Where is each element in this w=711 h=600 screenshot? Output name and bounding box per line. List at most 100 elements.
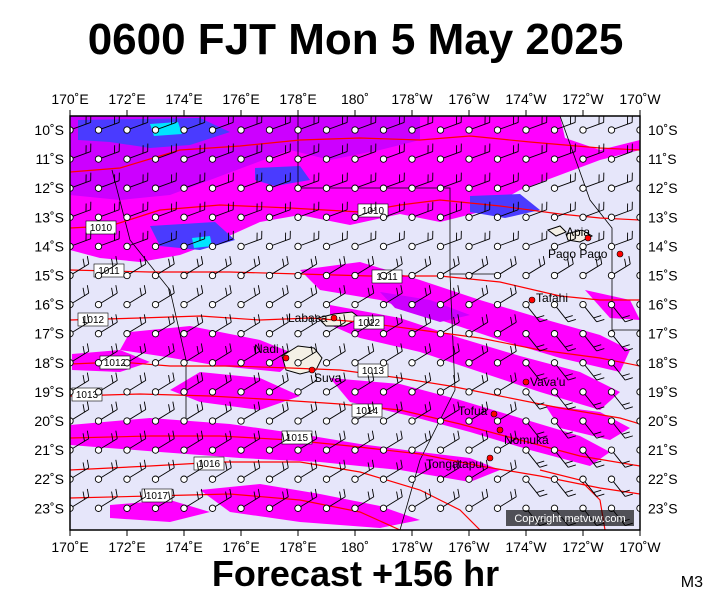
wind-barb [237,314,261,338]
wind-barb [265,459,289,483]
svg-text:1015: 1015 [286,433,309,444]
lon-label-top: 170˚E [51,91,88,107]
wind-barb [408,230,434,251]
wind-barb [180,459,204,483]
wind-barb [151,343,175,367]
towns: Apia Pago Pago Tafahi Labasa Nadi Suva V… [254,225,624,471]
lon-label-bottom: 176˚E [222,539,259,555]
wind-barb [465,172,491,192]
wind-barb [550,230,576,251]
wind-barb [379,285,403,309]
wind-barb [436,116,462,134]
wind-barb [237,401,261,425]
wind-barb [379,314,403,338]
wind-barb [493,488,517,512]
lat-label-right: 21˚S [648,442,678,458]
wind-barb [123,285,147,309]
lat-label-right: 19˚S [648,384,678,400]
wind-barb [123,401,147,425]
wind-barb [493,314,517,338]
wind-barb [180,372,204,396]
lat-label-left: 21˚S [34,442,64,458]
lat-label-right: 13˚S [648,209,678,225]
wind-barb [465,143,491,163]
wind-barb [493,230,519,251]
wind-barb [180,256,204,280]
lat-label-right: 18˚S [648,355,678,371]
wind-barb [94,285,118,309]
lon-label-top: 178˚W [391,91,433,107]
wind-barb [180,143,206,163]
wind-barb [408,488,432,512]
wind-barb [94,372,118,396]
wind-barb [379,401,403,425]
lat-label-left: 15˚S [34,268,64,284]
wind-barb [579,230,605,251]
wind-barb [550,359,576,381]
wind-barb [265,430,289,454]
wind-barb [607,256,631,280]
svg-text:1014: 1014 [356,406,379,417]
wind-barb [579,143,605,163]
wind-barb [351,314,375,338]
wind-barb [180,172,206,192]
wind-barb [322,143,348,163]
lat-label-right: 14˚S [648,238,678,254]
wind-barb [180,401,204,425]
wind-barb [465,256,489,280]
wind-barb [465,116,491,134]
wind-barb [151,116,177,134]
wind-barb [550,116,576,134]
lat-label-left: 14˚S [34,238,64,254]
wind-barb [351,256,375,280]
lon-label-bottom: 180˚ [341,539,369,555]
wind-barb [579,172,605,192]
wind-barb [351,230,377,251]
wind-barb [265,372,289,396]
wind-barb [408,343,432,367]
wind-barb [579,256,603,280]
wind-barb [579,446,605,468]
wind-barb [607,300,633,323]
wind-barb [265,285,289,309]
wind-barb [408,116,434,134]
wind-barb [522,475,548,497]
wind-barb [550,330,576,352]
place-label-vavau: Vava'u [530,375,565,389]
wind-barb [237,256,261,280]
svg-text:1011: 1011 [98,266,120,277]
place-label-tofua: Tofua [458,404,488,418]
wind-barb [522,300,548,323]
lat-label-right: 16˚S [648,297,678,313]
wind-barb [294,401,318,425]
wind-barb [379,256,403,280]
isobar-label: 1015 [281,430,313,445]
wind-barb [208,488,232,512]
wind-barb [237,372,261,396]
town-marker [486,454,494,462]
wind-barb [522,388,548,410]
wind-barb [436,343,460,367]
wind-barb [351,430,375,454]
wind-barb [379,230,405,251]
lon-label-bottom: 178˚W [391,539,433,555]
wind-barb [550,201,576,221]
wind-barb [550,475,576,497]
wind-barb [379,172,405,192]
wind-barb [550,300,576,323]
wind-barb [493,430,517,454]
wind-barb [94,116,120,134]
wind-barb [408,459,432,483]
svg-text:1013: 1013 [362,366,385,377]
wind-barb [322,230,348,251]
wind-barb [436,459,460,483]
wind-barb [237,201,263,221]
wind-barb [123,230,149,251]
wind-barb [493,143,519,163]
wind-barb [208,116,234,134]
wind-barb [436,285,460,309]
wind-barb [522,446,548,468]
wind-barb [379,430,403,454]
wind-barb [151,143,177,163]
